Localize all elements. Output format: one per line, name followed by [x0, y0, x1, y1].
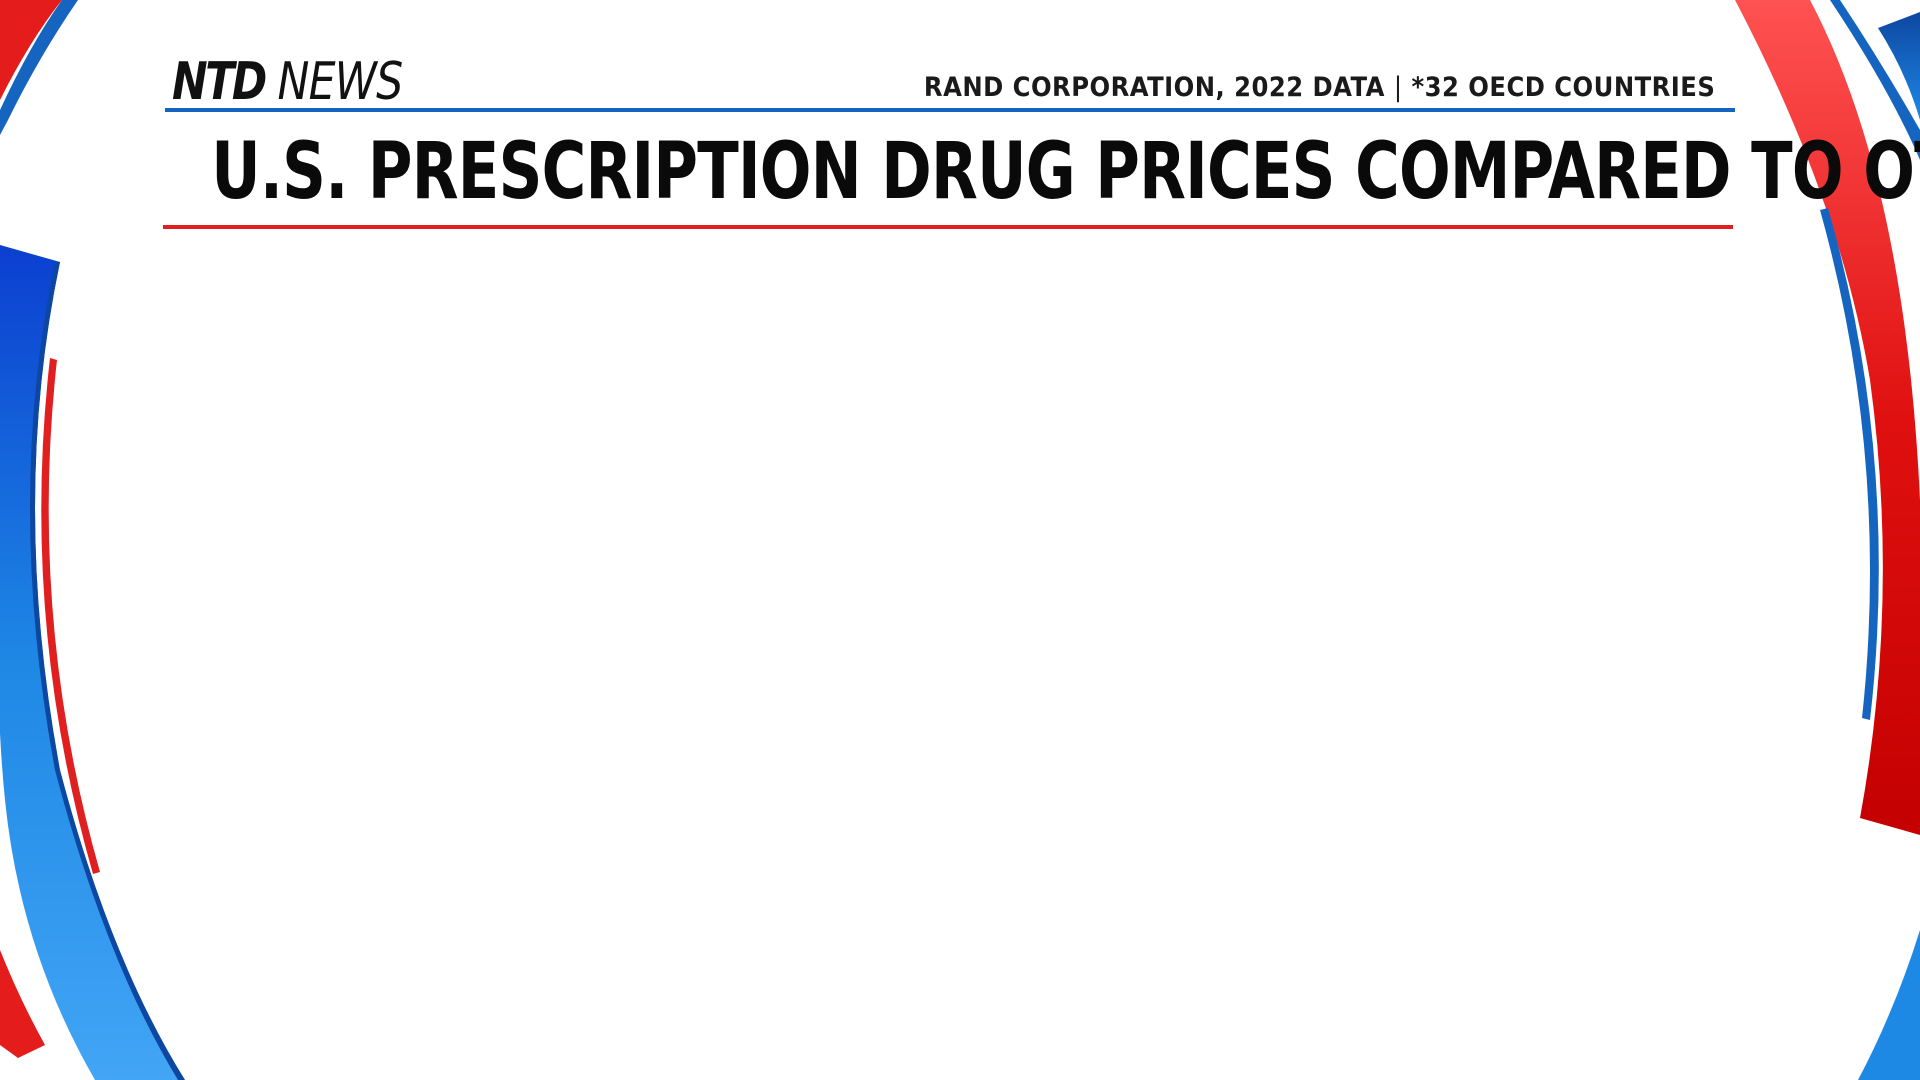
logo-ntd-text: NTD — [172, 52, 267, 112]
right-red-arc-band — [1735, 0, 1920, 835]
logo-news-text: NEWS — [277, 52, 404, 112]
source-note: RAND CORPORATION, 2022 DATA | *32 OECD COU… — [924, 70, 1715, 106]
source-text: RAND CORPORATION, 2022 DATA — [923, 72, 1385, 103]
header-blue-rule — [165, 108, 1735, 112]
right-bottom-blue-stripe — [1858, 930, 1920, 1080]
countries-note: *32 OECD COUNTRIES — [1411, 72, 1715, 103]
content-area — [170, 250, 1730, 1030]
left-top-red-stripe — [0, 0, 62, 100]
left-blue-arc-band — [0, 245, 185, 1080]
right-thin-blue-arc — [1820, 208, 1879, 720]
right-corner-blue-stripe — [1878, 12, 1920, 120]
source-separator: | — [1393, 72, 1403, 103]
left-blue-arc-edge — [30, 262, 185, 1080]
page-title: U.S. PRESCRIPTION DRUG PRICES COMPARED T… — [211, 127, 1920, 217]
left-thin-red-arc — [41, 358, 100, 874]
header-red-rule — [163, 225, 1733, 229]
left-bottom-red-stripe — [0, 950, 45, 1058]
ntd-news-logo: NTD NEWS — [172, 52, 404, 112]
